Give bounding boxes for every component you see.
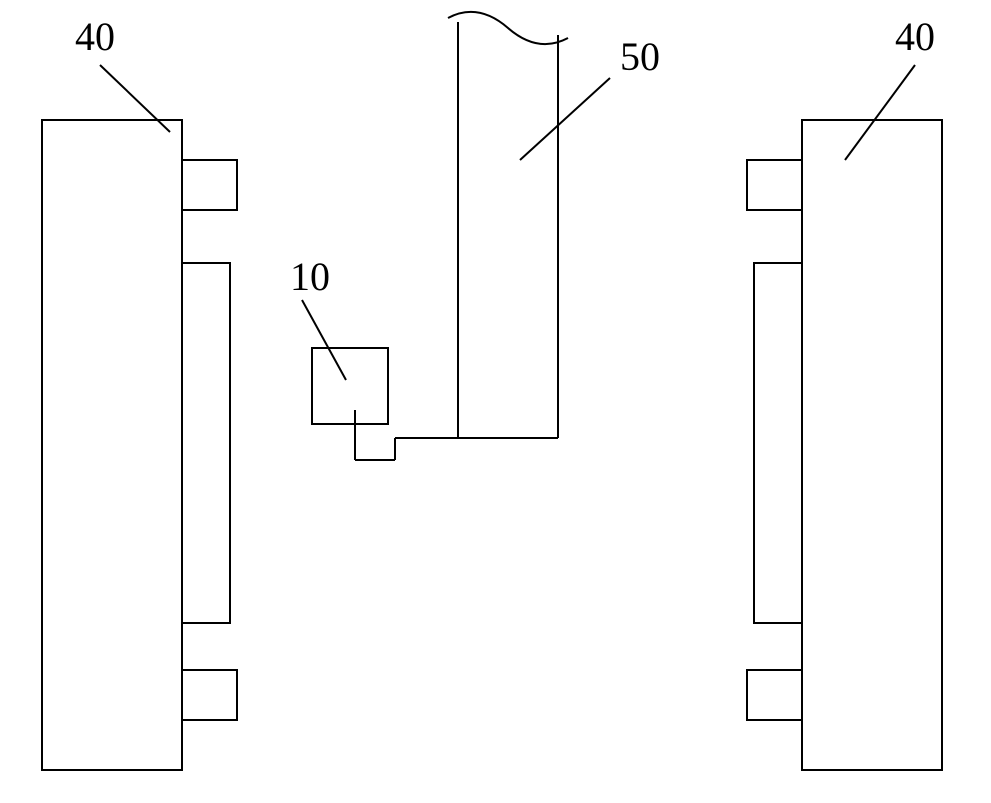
label-40-right-text: 40 <box>895 14 935 59</box>
arm-top-break <box>448 12 568 44</box>
label-40-left-text: 40 <box>75 14 115 59</box>
left-block-tab-top <box>182 160 237 210</box>
label-40-right-leader <box>845 65 915 160</box>
right-block-tab-bottom <box>747 670 802 720</box>
label-10-text: 10 <box>290 254 330 299</box>
right-block-outer <box>802 120 942 770</box>
left-block-inner-panel <box>182 263 230 623</box>
right-block-tab-top <box>747 160 802 210</box>
left-block-tab-bottom <box>182 670 237 720</box>
label-40-left-leader <box>100 65 170 132</box>
small-box-10 <box>312 348 388 424</box>
right-block-inner-panel <box>754 263 802 623</box>
label-10-leader <box>302 300 346 380</box>
left-block-outer <box>42 120 182 770</box>
label-50-text: 50 <box>620 34 660 79</box>
label-50-leader <box>520 78 610 160</box>
